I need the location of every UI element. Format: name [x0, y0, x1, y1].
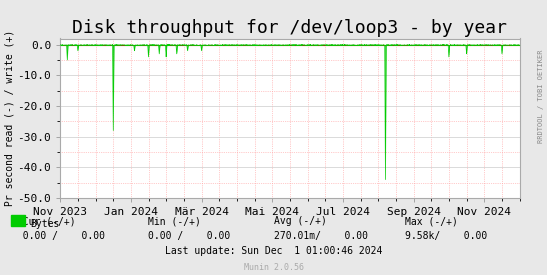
Text: Min (-/+): Min (-/+): [148, 216, 201, 226]
Text: 9.58k/    0.00: 9.58k/ 0.00: [405, 231, 487, 241]
Text: 0.00 /    0.00: 0.00 / 0.00: [148, 231, 230, 241]
Text: 270.01m/    0.00: 270.01m/ 0.00: [274, 231, 368, 241]
Title: Disk throughput for /dev/loop3 - by year: Disk throughput for /dev/loop3 - by year: [72, 19, 508, 37]
Text: Max (-/+): Max (-/+): [405, 216, 458, 226]
Text: Bytes: Bytes: [30, 219, 60, 229]
Y-axis label: Pr second read (-) / write (+): Pr second read (-) / write (+): [4, 30, 15, 206]
Text: 0.00 /    0.00: 0.00 / 0.00: [11, 231, 105, 241]
Text: RRDTOOL / TOBI OETIKER: RRDTOOL / TOBI OETIKER: [538, 50, 544, 143]
Text: Last update: Sun Dec  1 01:00:46 2024: Last update: Sun Dec 1 01:00:46 2024: [165, 246, 382, 256]
Text: Cur (-/+): Cur (-/+): [11, 216, 75, 226]
Text: Avg (-/+): Avg (-/+): [274, 216, 327, 226]
Text: Munin 2.0.56: Munin 2.0.56: [243, 263, 304, 271]
